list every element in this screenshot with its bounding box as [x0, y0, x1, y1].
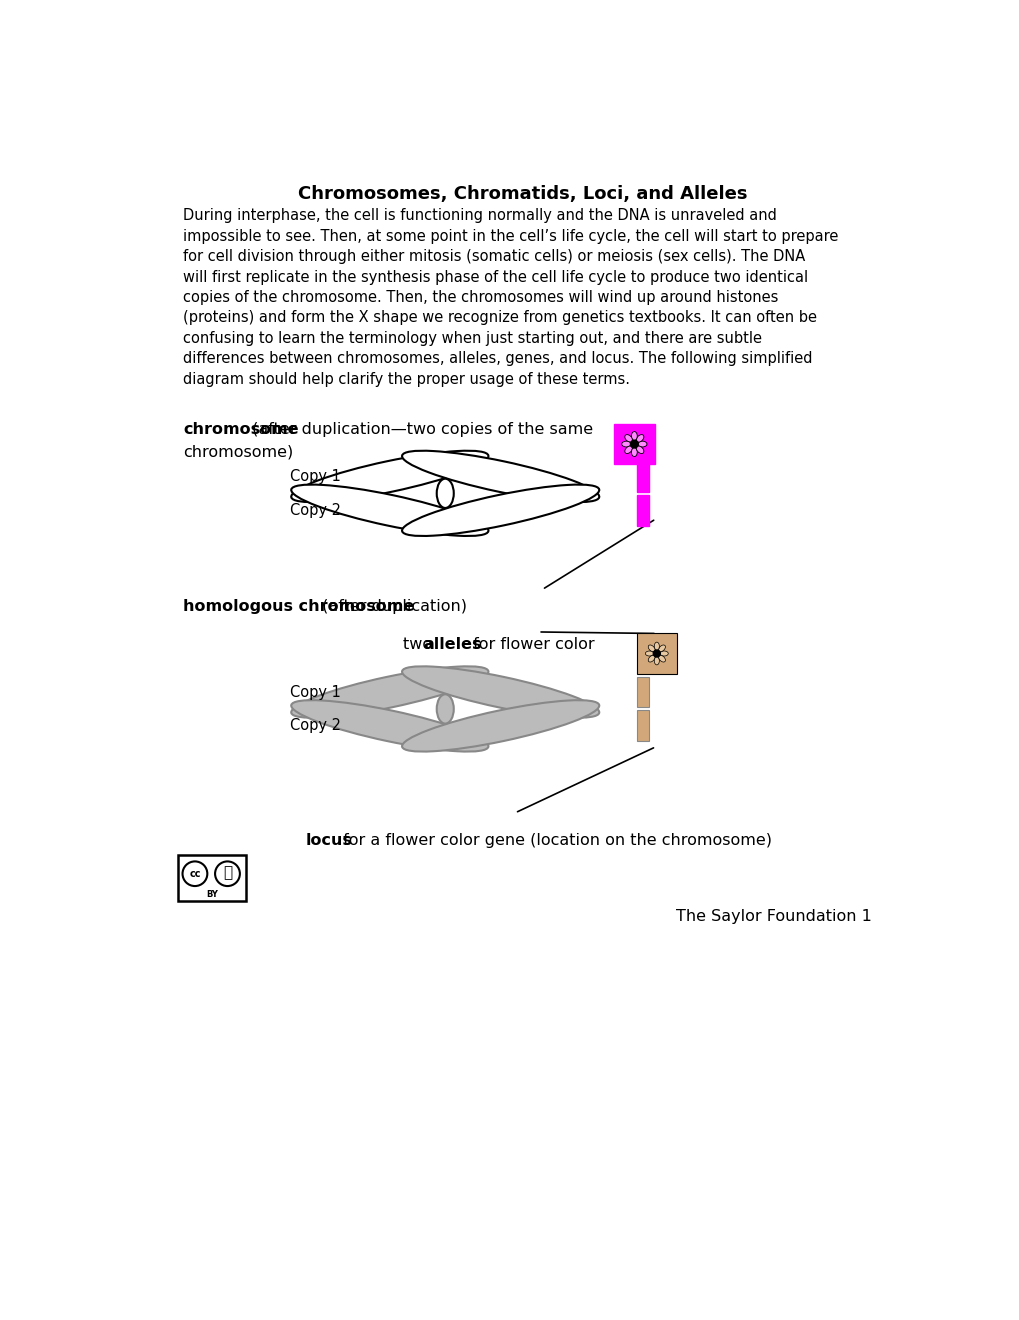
- Ellipse shape: [401, 484, 599, 536]
- Ellipse shape: [636, 446, 643, 454]
- Ellipse shape: [436, 479, 453, 508]
- Ellipse shape: [648, 655, 654, 663]
- Text: BY: BY: [206, 890, 218, 899]
- Text: (after duplication—two copies of the same: (after duplication—two copies of the sam…: [247, 422, 592, 437]
- Bar: [636, 710, 648, 742]
- Text: two: two: [403, 638, 436, 652]
- Ellipse shape: [631, 432, 637, 441]
- Ellipse shape: [625, 434, 632, 442]
- Circle shape: [653, 649, 659, 657]
- Text: diagram should help clarify the proper usage of these terms.: diagram should help clarify the proper u…: [183, 372, 630, 387]
- Text: impossible to see. Then, at some point in the cell’s life cycle, the cell will s: impossible to see. Then, at some point i…: [183, 228, 838, 244]
- Bar: [177, 855, 246, 902]
- Circle shape: [182, 862, 207, 886]
- Bar: [636, 461, 648, 492]
- Bar: [613, 424, 654, 465]
- Ellipse shape: [625, 446, 632, 454]
- Text: for flower color: for flower color: [467, 638, 594, 652]
- Ellipse shape: [631, 447, 637, 457]
- Ellipse shape: [401, 667, 599, 718]
- Text: homologous chromosome: homologous chromosome: [183, 599, 414, 614]
- Text: The Saylor Foundation 1: The Saylor Foundation 1: [675, 909, 870, 924]
- Circle shape: [630, 441, 638, 447]
- Text: (after duplication): (after duplication): [317, 599, 467, 614]
- Text: for a flower color gene (location on the chromosome): for a flower color gene (location on the…: [337, 833, 770, 847]
- Ellipse shape: [648, 645, 654, 652]
- Bar: [636, 495, 648, 525]
- Ellipse shape: [436, 694, 453, 723]
- Circle shape: [215, 862, 239, 886]
- Text: ⓘ: ⓘ: [223, 866, 231, 880]
- Text: for cell division through either mitosis (somatic cells) or meiosis (sex cells).: for cell division through either mitosis…: [183, 249, 805, 264]
- Ellipse shape: [659, 651, 667, 656]
- Ellipse shape: [401, 700, 599, 751]
- Bar: [636, 634, 677, 673]
- Text: cc: cc: [189, 869, 201, 879]
- Text: will first replicate in the synthesis phase of the cell life cycle to produce tw: will first replicate in the synthesis ph…: [183, 269, 808, 285]
- Ellipse shape: [658, 645, 664, 652]
- Text: During interphase, the cell is functioning normally and the DNA is unraveled and: During interphase, the cell is functioni…: [183, 209, 776, 223]
- Text: (proteins) and form the X shape we recognize from genetics textbooks. It can oft: (proteins) and form the X shape we recog…: [183, 310, 816, 326]
- Text: alleles: alleles: [423, 638, 481, 652]
- Ellipse shape: [622, 441, 630, 447]
- Text: locus: locus: [306, 833, 353, 847]
- Ellipse shape: [291, 700, 488, 751]
- Text: confusing to learn the terminology when just starting out, and there are subtle: confusing to learn the terminology when …: [183, 331, 761, 346]
- Ellipse shape: [645, 651, 653, 656]
- Text: Copy 2: Copy 2: [289, 718, 340, 734]
- Ellipse shape: [636, 434, 643, 442]
- Ellipse shape: [291, 667, 488, 718]
- Text: Chromosomes, Chromatids, Loci, and Alleles: Chromosomes, Chromatids, Loci, and Allel…: [298, 185, 747, 203]
- Ellipse shape: [291, 450, 488, 502]
- Text: Copy 2: Copy 2: [289, 503, 340, 517]
- Ellipse shape: [658, 655, 664, 663]
- Text: differences between chromosomes, alleles, genes, and locus. The following simpli: differences between chromosomes, alleles…: [183, 351, 812, 366]
- Ellipse shape: [638, 441, 646, 447]
- Text: copies of the chromosome. Then, the chromosomes will wind up around histones: copies of the chromosome. Then, the chro…: [183, 290, 777, 305]
- Ellipse shape: [653, 657, 658, 665]
- Text: chromosome: chromosome: [183, 422, 299, 437]
- Text: Copy 1: Copy 1: [289, 685, 340, 700]
- Text: Copy 1: Copy 1: [289, 469, 340, 484]
- Text: chromosome): chromosome): [183, 445, 293, 459]
- Bar: [636, 677, 648, 708]
- Ellipse shape: [401, 450, 599, 502]
- Ellipse shape: [653, 642, 658, 651]
- Ellipse shape: [291, 484, 488, 536]
